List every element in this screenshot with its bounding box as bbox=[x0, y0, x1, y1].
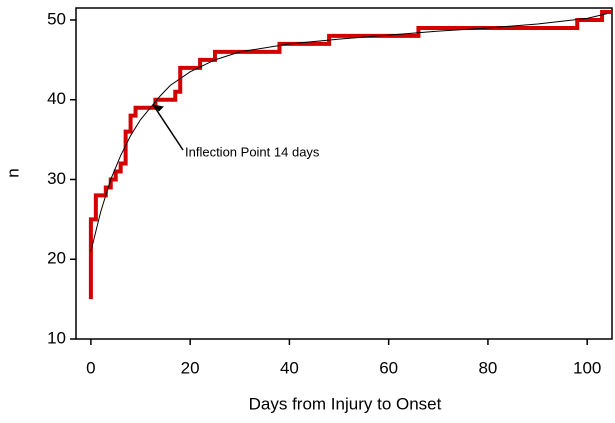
x-tick-label: 80 bbox=[478, 358, 497, 377]
series-line bbox=[88, 9, 612, 300]
annotation-arrow bbox=[152, 104, 184, 151]
y-tick-label: 40 bbox=[47, 89, 66, 108]
series-line bbox=[90, 13, 608, 252]
x-tick-label: 100 bbox=[573, 358, 601, 377]
plot-frame bbox=[75, 7, 613, 340]
x-tick-label: 20 bbox=[181, 358, 200, 377]
y-tick-label: 10 bbox=[47, 328, 66, 347]
annotation: Inflection Point 14 days bbox=[185, 144, 320, 159]
y-tick-label: 20 bbox=[47, 249, 66, 268]
y-axis-label: n bbox=[3, 168, 22, 177]
x-axis-label: Days from Injury to Onset bbox=[249, 394, 442, 413]
annotation-arrowhead bbox=[152, 104, 164, 112]
y-tick-label: 50 bbox=[47, 9, 66, 28]
x-tick-label: 60 bbox=[379, 358, 398, 377]
x-tick-label: 40 bbox=[280, 358, 299, 377]
x-tick-label: 0 bbox=[86, 358, 95, 377]
y-tick-label: 30 bbox=[47, 169, 66, 188]
